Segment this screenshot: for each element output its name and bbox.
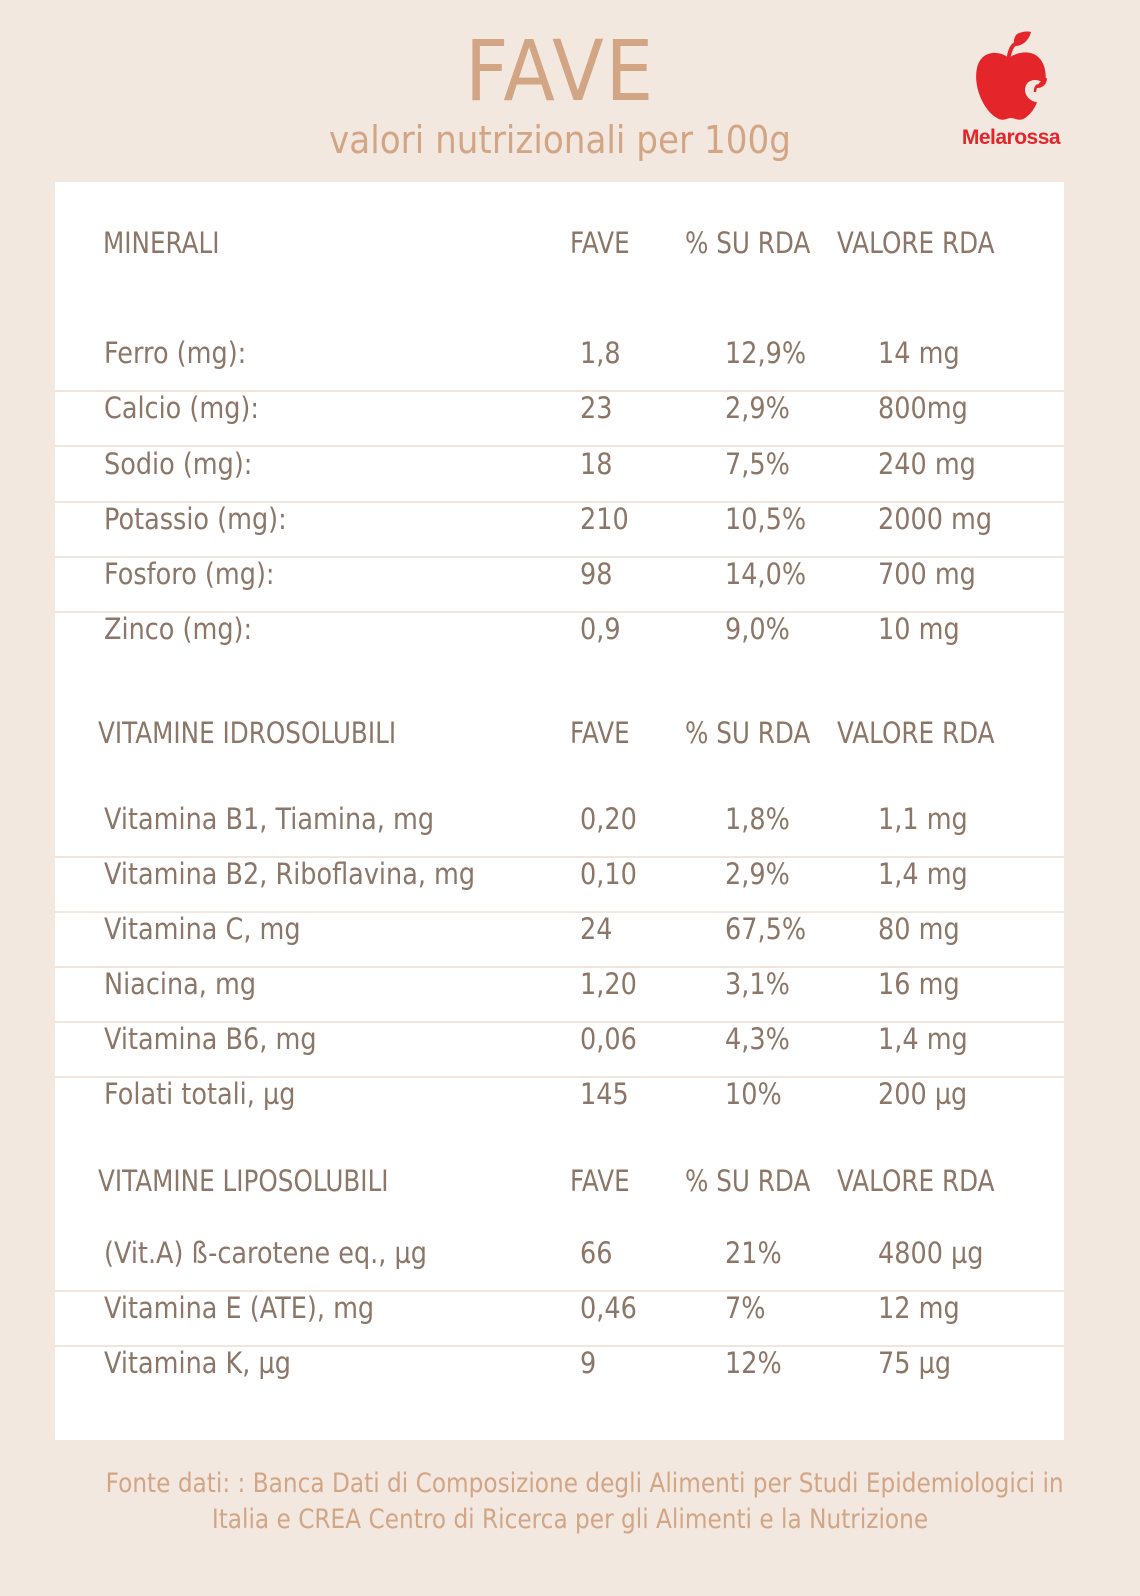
rda-value: 800mg <box>878 391 968 425</box>
nutrient-name: Vitamina K, µg <box>104 1346 291 1380</box>
pct-rda-value: 67,5% <box>725 912 807 946</box>
column-header-valore-rda: VALORE RDA <box>837 226 995 260</box>
fave-value: 66 <box>580 1236 613 1270</box>
fave-value: 210 <box>580 502 629 536</box>
table-row: Zinco (mg): 0,9 9,0% 10 mg <box>55 612 1064 666</box>
melarossa-logo: Melarossa <box>952 30 1070 160</box>
pct-rda-value: 2,9% <box>725 857 790 891</box>
table-row: Sodio (mg): 18 7,5% 240 mg <box>55 447 1064 503</box>
fave-value: 0,06 <box>580 1022 637 1056</box>
source-footer: Fonte dati: : Banca Dati di Composizione… <box>30 1466 1110 1538</box>
rda-value: 12 mg <box>878 1291 960 1325</box>
pct-rda-value: 1,8% <box>725 802 790 836</box>
fave-value: 0,10 <box>580 857 637 891</box>
nutrient-name: Folati totali, µg <box>104 1077 296 1111</box>
pct-rda-value: 10,5% <box>725 502 807 536</box>
rda-value: 2000 mg <box>878 502 993 536</box>
nutrient-name: Vitamina B2, Riboflavina, mg <box>104 857 476 891</box>
fave-value: 98 <box>580 557 613 591</box>
table-row: Vitamina B2, Riboflavina, mg 0,10 2,9% 1… <box>55 857 1064 913</box>
rda-value: 1,4 mg <box>878 1022 968 1056</box>
section-title: VITAMINE IDROSOLUBILI <box>98 716 397 750</box>
pct-rda-value: 4,3% <box>725 1022 790 1056</box>
table-row: Fosforo (mg): 98 14,0% 700 mg <box>55 557 1064 613</box>
column-header-pct-rda: % SU RDA <box>685 716 811 750</box>
rda-value: 240 mg <box>878 447 976 481</box>
nutrient-name: Vitamina C, mg <box>104 912 301 946</box>
table-row: Potassio (mg): 210 10,5% 2000 mg <box>55 502 1064 558</box>
rda-value: 1,1 mg <box>878 802 968 836</box>
rda-value: 75 µg <box>878 1346 952 1380</box>
column-header-fave: FAVE <box>570 716 630 750</box>
rda-value: 700 mg <box>878 557 976 591</box>
nutrient-name: Vitamina B6, mg <box>104 1022 317 1056</box>
apple-icon <box>976 31 1047 120</box>
section-header-minerali: MINERALI FAVE % SU RDA VALORE RDA <box>55 226 1064 266</box>
pct-rda-value: 12% <box>725 1346 782 1380</box>
pct-rda-value: 2,9% <box>725 391 790 425</box>
table-row: (Vit.A) ß-carotene eq., µg 66 21% 4800 µ… <box>55 1236 1064 1292</box>
table-row: Vitamina E (ATE), mg 0,46 7% 12 mg <box>55 1291 1064 1347</box>
fave-value: 0,46 <box>580 1291 637 1325</box>
fave-value: 24 <box>580 912 613 946</box>
nutrient-name: Vitamina E (ATE), mg <box>104 1291 375 1325</box>
nutrient-name: Ferro (mg): <box>104 336 247 370</box>
nutrient-name: Niacina, mg <box>104 967 257 1001</box>
rda-value: 4800 µg <box>878 1236 984 1270</box>
pct-rda-value: 7% <box>725 1291 766 1325</box>
table-row: Vitamina B1, Tiamina, mg 0,20 1,8% 1,1 m… <box>55 802 1064 858</box>
pct-rda-value: 7,5% <box>725 447 790 481</box>
footer-line-2: Italia e CREA Centro di Ricerca per gli … <box>211 1504 929 1535</box>
fave-value: 0,9 <box>580 612 621 646</box>
nutrient-name: Fosforo (mg): <box>104 557 275 591</box>
table-row: Folati totali, µg 145 10% 200 µg <box>55 1077 1064 1131</box>
column-header-fave: FAVE <box>570 1164 630 1198</box>
section-header-vitamine-idrosolubili: VITAMINE IDROSOLUBILI FAVE % SU RDA VALO… <box>55 716 1064 756</box>
fave-value: 18 <box>580 447 613 481</box>
pct-rda-value: 10% <box>725 1077 782 1111</box>
footer-line-1: Fonte dati: : Banca Dati di Composizione… <box>105 1468 1064 1499</box>
nutrition-table-card: MINERALI FAVE % SU RDA VALORE RDA Ferro … <box>55 182 1064 1440</box>
section-title: MINERALI <box>103 226 220 260</box>
column-header-valore-rda: VALORE RDA <box>837 1164 995 1198</box>
page-subtitle: valori nutrizionali per 100g <box>329 118 791 162</box>
section-title: VITAMINE LIPOSOLUBILI <box>98 1164 389 1198</box>
table-row: Vitamina K, µg 9 12% 75 µg <box>55 1346 1064 1400</box>
table-row: Calcio (mg): 23 2,9% 800mg <box>55 391 1064 447</box>
nutrient-name: (Vit.A) ß-carotene eq., µg <box>104 1236 427 1270</box>
rda-value: 14 mg <box>878 336 960 370</box>
pct-rda-value: 3,1% <box>725 967 790 1001</box>
table-row: Vitamina B6, mg 0,06 4,3% 1,4 mg <box>55 1022 1064 1078</box>
fave-value: 23 <box>580 391 613 425</box>
rda-value: 10 mg <box>878 612 960 646</box>
page-title: FAVE <box>464 22 656 120</box>
column-header-valore-rda: VALORE RDA <box>837 716 995 750</box>
table-row: Ferro (mg): 1,8 12,9% 14 mg <box>55 336 1064 392</box>
rda-value: 200 µg <box>878 1077 968 1111</box>
column-header-pct-rda: % SU RDA <box>685 1164 811 1198</box>
column-header-fave: FAVE <box>570 226 630 260</box>
pct-rda-value: 21% <box>725 1236 782 1270</box>
fave-value: 9 <box>580 1346 597 1380</box>
nutrient-name: Vitamina B1, Tiamina, mg <box>104 802 435 836</box>
fave-value: 1,8 <box>580 336 621 370</box>
fave-value: 0,20 <box>580 802 637 836</box>
fave-value: 1,20 <box>580 967 637 1001</box>
logo-text: Melarossa <box>961 126 1061 149</box>
nutrient-name: Calcio (mg): <box>104 391 259 425</box>
rda-value: 80 mg <box>878 912 960 946</box>
pct-rda-value: 12,9% <box>725 336 807 370</box>
pct-rda-value: 9,0% <box>725 612 790 646</box>
nutrient-name: Zinco (mg): <box>104 612 253 646</box>
table-row: Vitamina C, mg 24 67,5% 80 mg <box>55 912 1064 968</box>
rda-value: 16 mg <box>878 967 960 1001</box>
fave-value: 145 <box>580 1077 629 1111</box>
column-header-pct-rda: % SU RDA <box>685 226 811 260</box>
rda-value: 1,4 mg <box>878 857 968 891</box>
section-header-vitamine-liposolubili: VITAMINE LIPOSOLUBILI FAVE % SU RDA VALO… <box>55 1164 1064 1204</box>
table-row: Niacina, mg 1,20 3,1% 16 mg <box>55 967 1064 1023</box>
nutrient-name: Sodio (mg): <box>104 447 253 481</box>
pct-rda-value: 14,0% <box>725 557 807 591</box>
nutrient-name: Potassio (mg): <box>104 502 287 536</box>
